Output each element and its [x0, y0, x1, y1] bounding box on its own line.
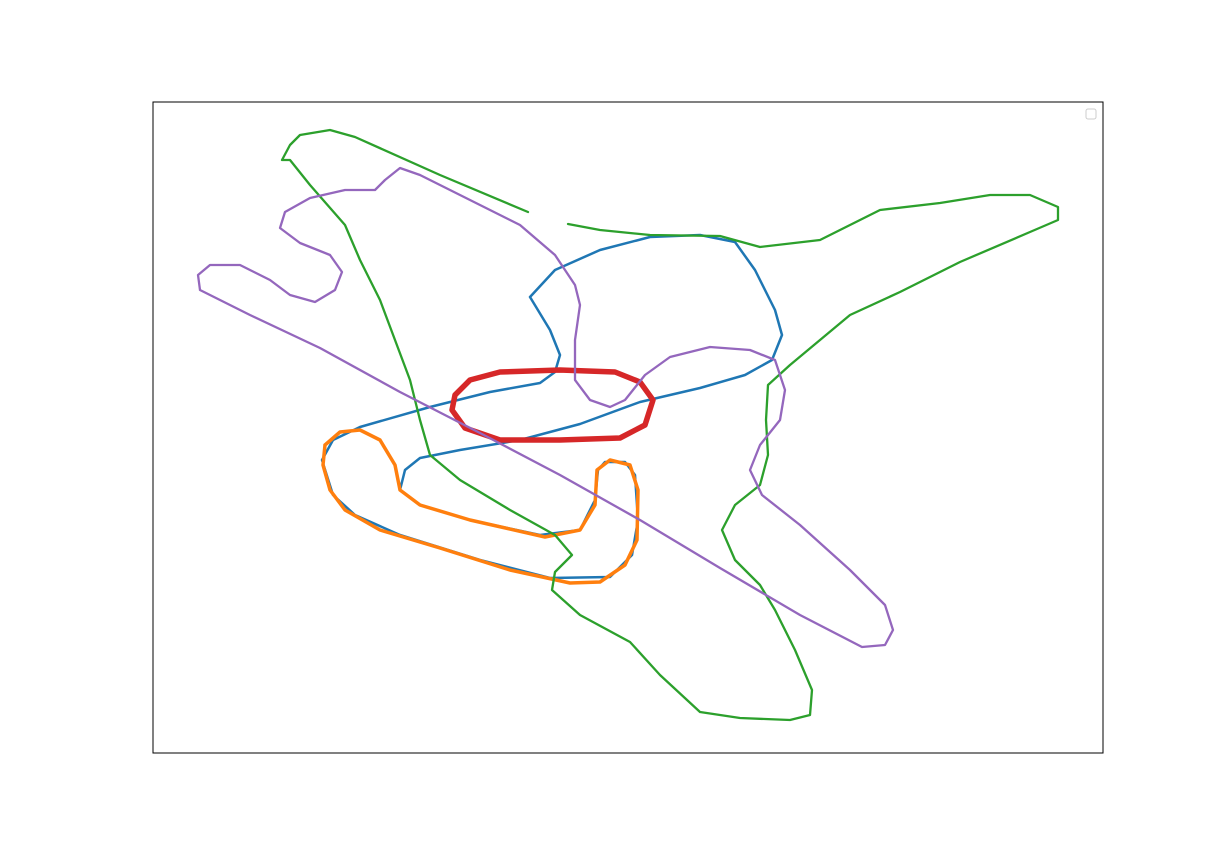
track-line [321, 428, 640, 585]
axes-frame [152, 101, 1104, 754]
legend-box [1085, 108, 1097, 120]
plot-area [153, 102, 1103, 753]
track-line [449, 367, 656, 443]
marks [196, 128, 1060, 722]
track-line [280, 128, 1060, 722]
track-line [196, 166, 895, 649]
